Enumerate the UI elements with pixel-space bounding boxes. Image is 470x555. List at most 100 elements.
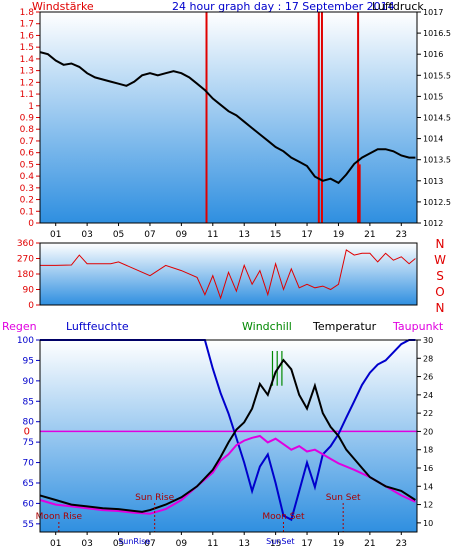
luftdruck-tick-label: 1012 [423,219,443,228]
pressure-plot-area [40,12,417,223]
compass-label: N [436,237,445,251]
legend-temperatur: Temperatur [312,320,377,333]
compass-label: N [436,301,445,315]
luftfeuchte-tick-label: 55 [23,520,34,530]
temperatur-tick-label: 12 [423,501,433,510]
luftfeuchte-tick-label: 90 [23,377,35,387]
windstaerke-tick-label: 0.1 [20,207,34,217]
windstaerke-tick-label: 0.7 [20,137,34,147]
direction-tick-label: 270 [17,255,34,265]
annotation-label: Moon Set [262,512,305,522]
sun-moon-annotations: Sun Rise Sun Set Moon Rise Moon Set SunRise S… [36,493,361,546]
direction-axis: 0 90 180 270 360 [17,239,40,311]
luftfeuchte-tick-label: 80 [23,418,35,428]
time-tick-label: 15 [270,230,281,240]
luftfeuchte-tick-label: 75 [23,438,34,448]
windstaerke-tick-label: 1.1 [20,90,34,100]
direction-tick-label: 90 [23,286,35,296]
time-tick-label: 05 [113,230,124,240]
windstaerke-tick-label: 1.7 [20,20,34,30]
legend-windchill: Windchill [242,320,292,333]
annotation-label: Sun Set [326,493,361,503]
luftdruck-tick-label: 1013.5 [423,156,451,165]
temperatur-axis: 10 12 14 16 18 20 22 24 26 28 30 [417,336,433,528]
luftdruck-label: Luftdruck [372,0,424,13]
luftdruck-tick-label: 1016 [423,50,443,59]
luftfeuchte-tick-label: 70 [23,459,35,469]
temperatur-tick-label: 20 [423,427,433,436]
time-tick-label: 19 [333,539,345,549]
direction-tick-label: 0 [28,301,34,311]
luftfeuchte-tick-label: 95 [23,356,34,366]
time-tick-label: 15 [270,539,281,549]
temperatur-tick-label: 16 [423,464,433,473]
luftfeuchte-tick-label: 100 [17,336,34,346]
annotation-label: Moon Rise [36,512,83,522]
time-tick-label: 21 [364,539,375,549]
compass-label: S [436,269,444,283]
luftdruck-tick-label: 1015 [423,92,443,101]
annotation-label: SunSet [266,537,294,546]
time-tick-label: 13 [238,230,249,240]
windstaerke-tick-label: 1.5 [20,43,34,53]
time-tick-label: 11 [207,230,218,240]
compass-label: W [434,253,446,267]
time-tick-label: 21 [364,230,375,240]
temperatur-tick-label: 22 [423,409,433,418]
time-tick-label: 13 [238,539,249,549]
time-axis-top: 01 03 05 07 09 11 13 15 17 19 21 23 [50,223,407,240]
legend-taupunkt: Taupunkt [392,320,444,333]
luftdruck-tick-label: 1014.5 [423,114,451,123]
luftdruck-tick-label: 1013 [423,177,443,186]
time-tick-label: 23 [396,539,407,549]
luftfeuchte-axis: 55 60 65 70 75 80 85 90 95 100 [17,336,40,530]
annotation-label: Sun Rise [135,493,174,503]
annotation-label: SunRise [118,537,150,546]
windstaerke-tick-label: 1 [28,102,34,112]
luftdruck-tick-label: 1012.5 [423,198,451,207]
temperature-plot-area [40,340,417,532]
pressure-plot-frame [39,11,418,224]
time-tick-label: 09 [176,539,188,549]
temperatur-tick-label: 14 [423,482,433,491]
time-axis-bottom: 01 03 05 07 09 11 13 15 17 19 21 23 [50,532,407,549]
windstaerke-tick-label: 0.2 [20,196,34,206]
windstaerke-tick-label: 1.4 [20,55,35,65]
luftfeuchte-line [40,339,416,522]
temperatur-tick-label: 26 [423,373,433,382]
windstaerke-tick-label: 0.4 [20,172,35,182]
time-tick-label: 17 [301,230,312,240]
time-tick-label: 17 [301,539,312,549]
direction-tick-label: 180 [17,270,34,280]
windstaerke-tick-label: 0.9 [20,114,35,124]
time-tick-label: 11 [207,539,218,549]
windstaerke-axis: 0 0.10.2 0.3 0.4 0.50.6 0.7 0.80.9 1 1.1 1.21.3 1.… [20,8,40,229]
luftdruck-tick-label: 1017 [423,8,443,17]
luftdruck-tick-label: 1015.5 [423,71,451,80]
luftdruck-tick-label: 1014 [423,135,443,144]
luftdruck-axis: 1012 1012.5 1013 1013.5 1014 1014.5 1015 1015.5… [417,8,451,228]
time-tick-label: 01 [50,539,61,549]
taupunkt-line [39,434,416,515]
windstaerke-tick-label: 0.3 [20,184,34,194]
windstaerke-series [205,12,361,223]
windstaerke-tick-label: 0.5 [20,160,34,170]
temperatur-line [39,358,416,513]
luftfeuchte-tick-label: 65 [23,479,34,489]
windstaerke-tick-label: 1.3 [20,67,34,77]
temperatur-tick-label: 30 [423,336,433,345]
compass-label: O [435,285,444,299]
time-tick-label: 23 [396,230,407,240]
time-tick-label: 19 [333,230,345,240]
luftfeuchte-tick-label: 60 [23,499,35,509]
time-tick-label: 03 [81,230,92,240]
time-tick-label: 01 [50,230,61,240]
regen-zero-label: 0 [24,426,30,437]
temperature-plot-frame [39,339,418,533]
direction-plot-frame [39,242,418,306]
legend-regen: Regen [2,320,37,333]
time-tick-label: 07 [144,539,155,549]
temperatur-tick-label: 10 [423,519,433,528]
time-tick-label: 03 [81,539,92,549]
